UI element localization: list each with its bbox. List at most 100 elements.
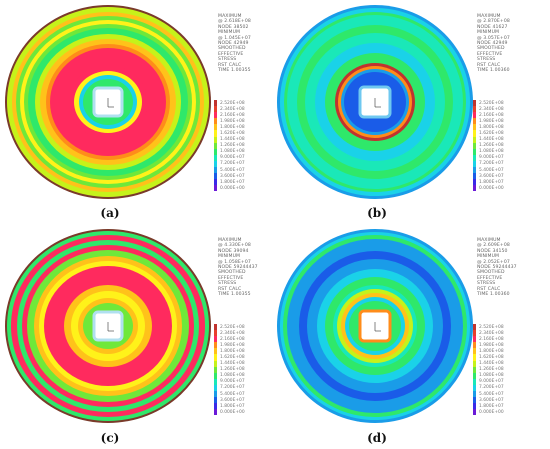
color-scale-c: 2.520E+08 2.340E+08 2.160E+08 1.980E+08 1.80… (214, 324, 274, 416)
scale-label: 5.400E+07 (479, 391, 504, 397)
scale-row: 1.800E+08 (473, 348, 533, 355)
scale-label: 0.000E+00 (479, 409, 504, 415)
scale-swatch (473, 366, 476, 373)
scale-label: 2.340E+08 (220, 106, 245, 112)
scale-swatch (473, 118, 476, 125)
scale-label: 7.200E+07 (220, 161, 245, 167)
legend-b: MAXIMUM @ 2.870E+08 NODE 41627 MINIMUM @… (477, 14, 549, 73)
scale-label: 7.200E+07 (220, 385, 245, 391)
legend-line: NODE 42949 (218, 41, 249, 47)
panel-c: MAXIMUM @ 4.330E+08 NODE 39094 MINIMUM @… (0, 224, 275, 449)
caption-d: (d) (367, 431, 387, 445)
scale-swatch (214, 118, 217, 125)
scale-swatch (473, 112, 476, 119)
legend-line: TIME 1.00355 (218, 68, 251, 74)
scale-swatch (214, 391, 217, 398)
legend-line: @ 2.052E+07 (477, 259, 510, 265)
scale-swatch (214, 372, 217, 379)
scale-label: 1.080E+08 (479, 373, 504, 379)
scale-row: 0.000E+00 (473, 185, 533, 192)
scale-swatch (214, 384, 217, 392)
scale-row: 1.620E+08 (214, 354, 274, 361)
scale-swatch (473, 154, 476, 161)
scale-label: 1.800E+08 (220, 348, 245, 354)
legend-line: STRESS (218, 281, 237, 287)
scale-label: 2.340E+08 (479, 330, 504, 336)
legend-line: SMOOTHED (477, 270, 505, 276)
scale-swatch (214, 354, 217, 361)
scale-swatch (214, 100, 217, 107)
legend-line: TIME 1.00360 (477, 292, 510, 298)
scale-label: 1.800E+08 (220, 124, 245, 130)
scale-row: 1.620E+08 (214, 130, 274, 137)
scale-label: 1.980E+08 (220, 342, 245, 348)
scale-row: 1.080E+08 (214, 372, 274, 379)
scale-row: 3.600E+07 (473, 397, 533, 404)
scale-row: 3.600E+07 (214, 173, 274, 180)
scale-row: 1.440E+08 (214, 136, 274, 143)
legend-line: NODE 34150 (477, 248, 508, 254)
scale-swatch (214, 409, 217, 416)
scale-label: 2.160E+08 (479, 112, 504, 118)
legend-line: MINIMUM (218, 30, 241, 36)
scale-swatch (214, 148, 217, 155)
scale-row: 1.080E+08 (473, 372, 533, 379)
legend-c: MAXIMUM @ 4.330E+08 NODE 39094 MINIMUM @… (218, 238, 290, 297)
stress-contour-disk-c (0, 226, 215, 426)
scale-label: 5.400E+07 (479, 167, 504, 173)
scale-label: 1.260E+08 (220, 367, 245, 373)
scale-label: 0.000E+00 (220, 185, 245, 191)
scale-label: 3.600E+07 (479, 173, 504, 179)
panel-b: MAXIMUM @ 2.870E+08 NODE 41627 MINIMUM @… (275, 0, 550, 224)
scale-row: 1.620E+08 (473, 354, 533, 361)
scale-row: 1.440E+08 (214, 360, 274, 367)
scale-label: 1.980E+08 (479, 342, 504, 348)
scale-swatch (214, 330, 217, 337)
scale-row: 1.260E+08 (214, 366, 274, 373)
panel-a: MAXIMUM @ 2.618E+08 NODE 38502 MINIMUM @… (0, 0, 275, 224)
scale-label: 2.160E+08 (479, 336, 504, 342)
scale-row: 1.080E+08 (473, 148, 533, 155)
scale-swatch (214, 106, 217, 113)
legend-line: @ 1.045E+07 (218, 35, 251, 41)
legend-line: EFFECTIVE (218, 51, 244, 57)
legend-line: MINIMUM (477, 30, 500, 36)
legend-line: @ 3.057E+07 (477, 35, 510, 41)
caption-b: (b) (367, 206, 387, 220)
legend-line: MINIMUM (477, 254, 500, 260)
scale-row: 2.340E+08 (214, 330, 274, 337)
scale-row: 9.000E+07 (473, 378, 533, 385)
legend-d: MAXIMUM @ 2.609E+08 NODE 34150 MINIMUM @… (477, 238, 549, 297)
scale-row: 0.000E+00 (214, 185, 274, 192)
scale-row: 7.200E+07 (214, 160, 274, 168)
legend-line: RST CALC (218, 286, 242, 292)
scale-row: 1.260E+08 (473, 366, 533, 373)
scale-row: 9.000E+07 (214, 154, 274, 161)
scale-label: 0.000E+00 (220, 409, 245, 415)
scale-row: 0.000E+00 (214, 409, 274, 416)
scale-label: 1.080E+08 (220, 373, 245, 379)
scale-label: 2.340E+08 (479, 106, 504, 112)
scale-label: 0.000E+00 (479, 185, 504, 191)
legend-line: MINIMUM (218, 254, 241, 260)
legend-line: NODE 59244437 (218, 265, 258, 271)
scale-row: 1.800E+08 (214, 124, 274, 131)
legend-line: MAXIMUM (218, 14, 242, 19)
scale-label: 1.440E+08 (220, 137, 245, 143)
scale-swatch (214, 185, 217, 192)
scale-row: 3.600E+07 (214, 397, 274, 404)
scale-swatch (473, 136, 476, 143)
scale-swatch (473, 409, 476, 416)
scale-row: 9.000E+07 (473, 154, 533, 161)
scale-row: 2.520E+08 (473, 324, 533, 331)
scale-swatch (214, 360, 217, 367)
scale-row: 7.200E+07 (473, 160, 533, 168)
scale-label: 9.000E+07 (220, 379, 245, 385)
scale-swatch (214, 348, 217, 355)
scale-label: 2.520E+08 (479, 100, 504, 106)
legend-line: RST CALC (218, 62, 242, 68)
scale-swatch (473, 384, 476, 392)
scale-row: 1.800E+08 (473, 124, 533, 131)
scale-row: 2.340E+08 (473, 106, 533, 113)
scale-swatch (214, 112, 217, 119)
